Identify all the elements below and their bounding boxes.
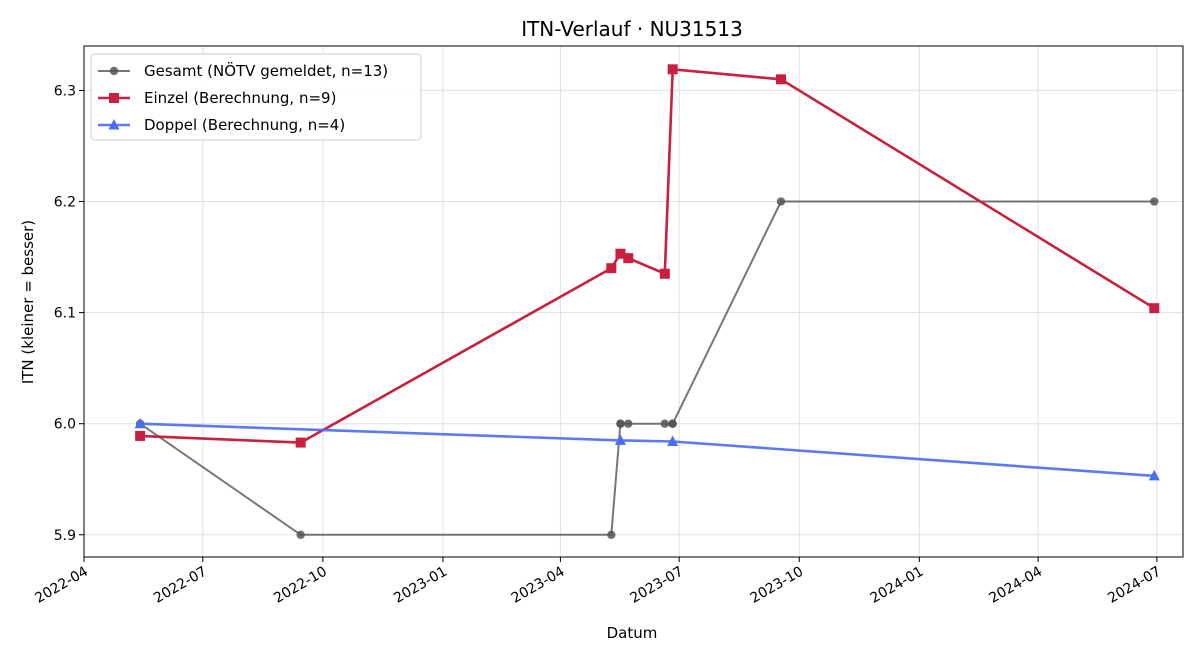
data-point — [623, 253, 634, 264]
series-1 — [135, 197, 1159, 539]
x-tick-label: 2022-10 — [271, 564, 330, 607]
legend-item: Doppel (Berechnung, n=4) — [98, 116, 345, 134]
legend-marker — [109, 66, 119, 76]
x-tick-label: 2022-04 — [32, 564, 91, 607]
series-line — [140, 422, 1155, 478]
data-point — [667, 435, 679, 446]
legend-label: Einzel (Berechnung, n=9) — [144, 89, 336, 107]
y-tick-label: 6.3 — [54, 83, 76, 99]
y-tick-label: 6.0 — [54, 417, 76, 433]
legend-marker — [109, 93, 119, 103]
x-tick-label: 2024-07 — [1105, 564, 1164, 607]
data-point — [614, 434, 626, 445]
series-2 — [135, 64, 1160, 448]
data-point — [624, 419, 633, 428]
y-axis-label: ITN (kleiner = besser) — [19, 220, 37, 384]
x-axis: 2022-04 2022-07 2022-10 2023-01 2023-04 2023-… — [32, 557, 1164, 607]
x-tick-label: 2024-04 — [986, 564, 1045, 607]
y-tick-label: 5.9 — [54, 528, 76, 544]
data-point — [776, 197, 786, 206]
series-layer — [134, 64, 1160, 539]
x-tick-label: 2023-07 — [628, 564, 687, 607]
data-point — [135, 430, 146, 441]
data-point — [1148, 469, 1160, 481]
legend-box — [90, 53, 422, 141]
series-3 — [134, 417, 1160, 481]
plot-frame — [83, 45, 1184, 558]
x-tick-label: 2023-04 — [509, 564, 568, 607]
data-point — [668, 419, 677, 428]
x-tick-label: 2024-01 — [868, 564, 927, 607]
data-point — [134, 417, 146, 429]
data-point — [659, 268, 670, 279]
y-tick-label: 6.2 — [54, 195, 76, 211]
data-point — [295, 437, 306, 448]
legend-label: Gesamt (NÖTV gemeldet, n=13) — [144, 61, 388, 80]
data-point — [660, 419, 670, 428]
data-point — [616, 419, 625, 428]
legend-item: Einzel (Berechnung, n=9) — [98, 89, 336, 107]
data-point — [296, 530, 305, 539]
data-point — [1149, 303, 1160, 314]
data-point — [607, 530, 616, 539]
x-tick-label: 2023-10 — [748, 564, 807, 607]
series-line — [139, 200, 1155, 536]
x-axis-label: Datum — [607, 624, 658, 642]
legend-label: Doppel (Berechnung, n=4) — [144, 116, 345, 134]
data-point — [606, 263, 617, 274]
legend: Gesamt (NÖTV gemeldet, n=13) Einzel (Bere… — [90, 53, 422, 141]
y-axis: 5.9 6.0 6.1 6.2 6.3 — [54, 83, 84, 544]
x-tick-label: 2022-07 — [151, 564, 210, 607]
legend-item: Gesamt (NÖTV gemeldet, n=13) — [98, 61, 388, 80]
data-point — [775, 74, 786, 85]
legend-marker — [108, 119, 120, 130]
chart-title: ITN-Verlauf · NU31513 — [521, 17, 743, 41]
x-tick-label: 2023-01 — [391, 564, 450, 607]
data-point — [615, 248, 626, 259]
data-point — [667, 64, 678, 75]
data-point — [1150, 197, 1159, 206]
y-tick-label: 6.1 — [54, 306, 76, 322]
